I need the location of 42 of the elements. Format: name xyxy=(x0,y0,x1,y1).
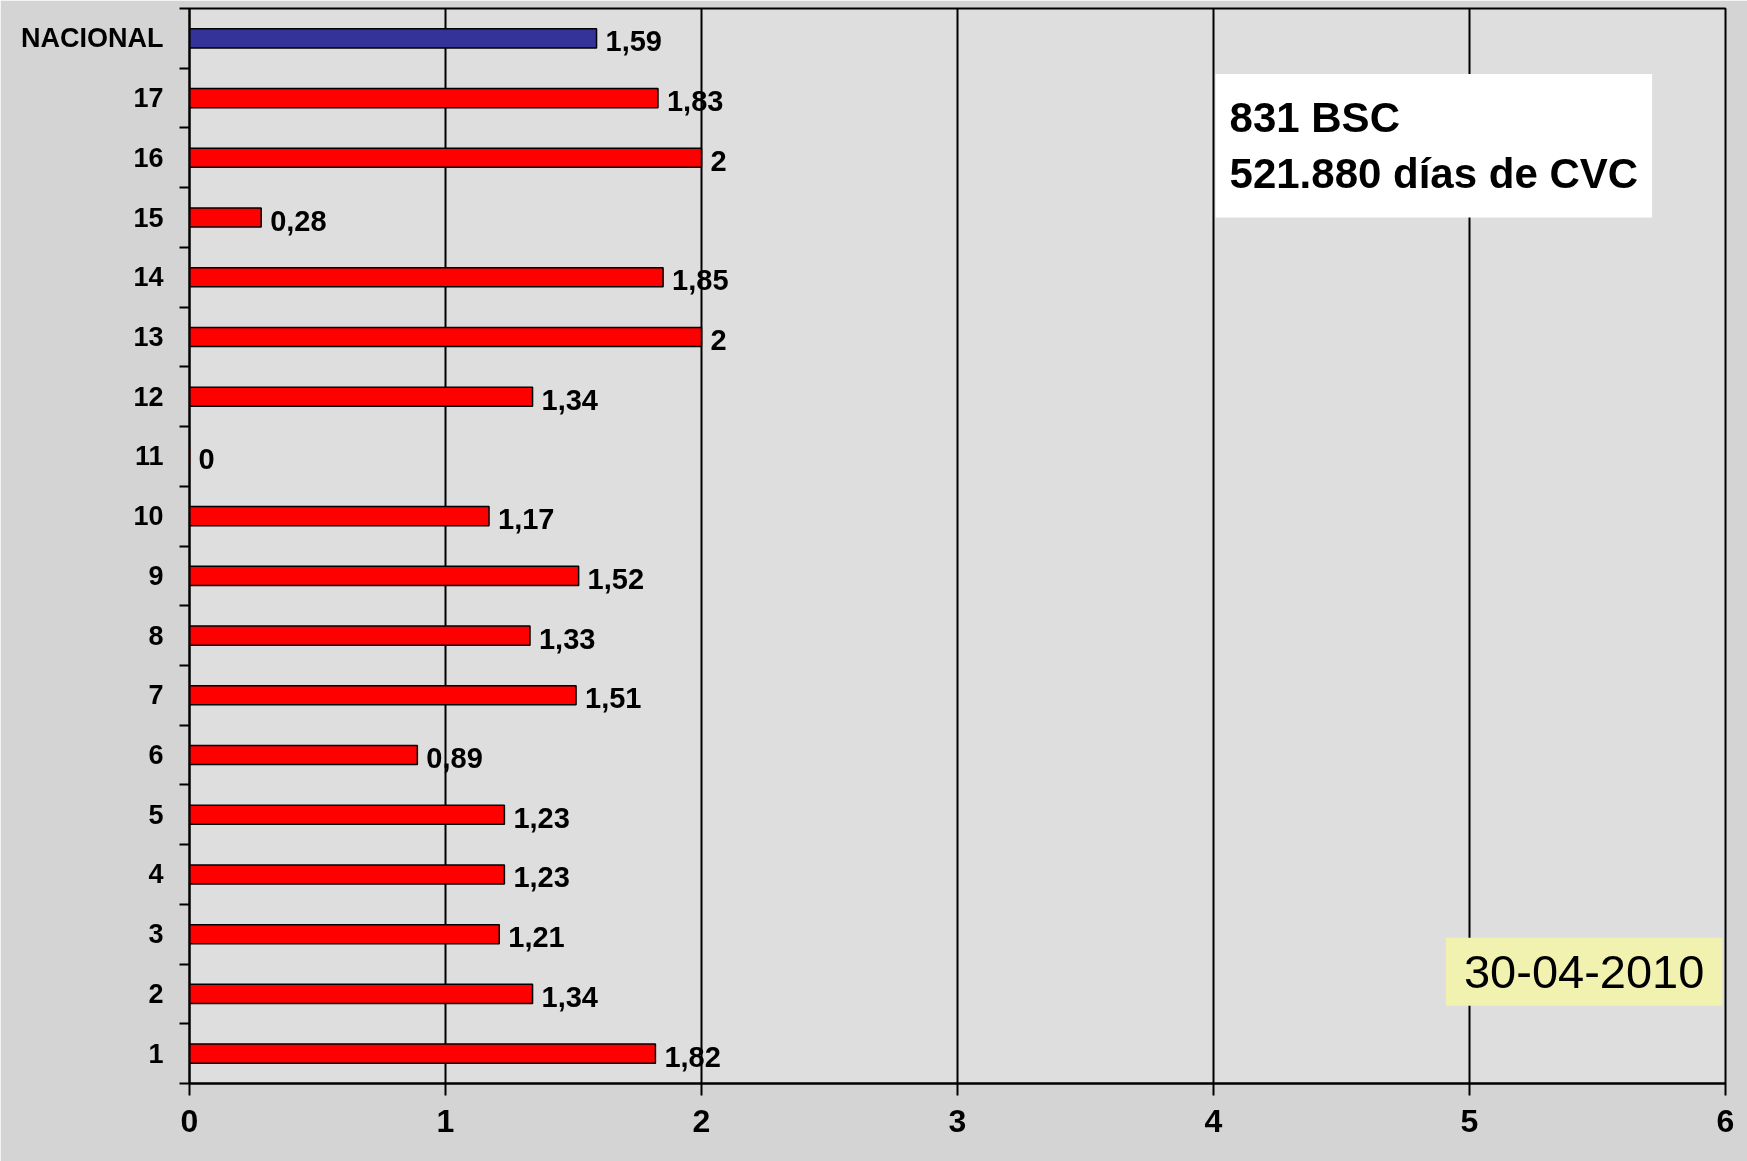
data-label: 1,23 xyxy=(513,801,570,834)
data-label: 1,34 xyxy=(541,383,598,416)
x-tick-label: 4 xyxy=(1204,1102,1223,1139)
data-label: 1,51 xyxy=(585,682,642,715)
data-label: 1,33 xyxy=(538,622,596,655)
y-tick-label: 5 xyxy=(148,799,164,830)
data-label: 2 xyxy=(710,323,727,356)
annotation: 831 BSC xyxy=(1229,94,1400,142)
data-label: 1,23 xyxy=(513,861,570,894)
y-tick-label: 3 xyxy=(148,919,164,950)
data-label: 1,52 xyxy=(587,562,645,595)
y-tick-label: 17 xyxy=(133,83,164,114)
x-tick-label: 3 xyxy=(948,1102,967,1139)
y-tick-label: 8 xyxy=(148,620,164,651)
x-tick-label: 1 xyxy=(436,1102,455,1139)
x-tick-label: 5 xyxy=(1460,1102,1479,1139)
y-tick-label: 7 xyxy=(148,680,164,711)
data-label: 1,17 xyxy=(498,503,555,536)
y-tick-label: 6 xyxy=(148,740,164,771)
y-tick-label: 10 xyxy=(133,501,164,532)
x-tick-label: 2 xyxy=(692,1102,711,1139)
data-label: 1,21 xyxy=(508,921,565,954)
y-tick-label: 15 xyxy=(133,202,164,233)
y-tick-label: 16 xyxy=(133,142,164,173)
y-tick-label: 4 xyxy=(148,859,164,890)
data-label: 2 xyxy=(710,144,727,177)
y-tick-label: 2 xyxy=(148,978,164,1009)
data-label: 0,28 xyxy=(270,204,327,237)
y-tick-label: 13 xyxy=(133,321,164,352)
y-tick-label: 12 xyxy=(133,381,164,412)
y-tick-label: NACIONAL xyxy=(21,23,164,54)
y-tick-label: 14 xyxy=(133,262,164,293)
y-tick-label: 9 xyxy=(148,560,164,591)
data-label: 1,59 xyxy=(605,25,662,58)
annotation: 521.880 días de CVC xyxy=(1229,150,1639,198)
data-label: 0 xyxy=(198,443,215,476)
data-label: 1,34 xyxy=(541,980,598,1013)
x-tick-label: 6 xyxy=(1716,1102,1735,1139)
y-tick-label: 11 xyxy=(134,441,164,472)
x-tick-label: 0 xyxy=(180,1102,199,1139)
annotation: 30-04-2010 xyxy=(1463,944,1705,998)
y-tick-label: 1 xyxy=(148,1038,164,1069)
